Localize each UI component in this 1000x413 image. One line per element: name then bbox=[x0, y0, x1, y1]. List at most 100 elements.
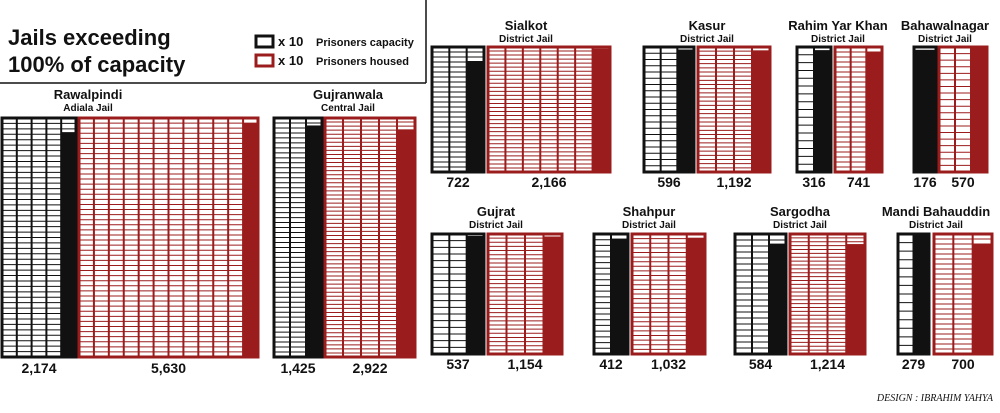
housed-fill-bar bbox=[397, 129, 415, 357]
housed-fill-bar bbox=[971, 47, 987, 172]
jail-name: Rahim Yar Khan bbox=[788, 18, 888, 33]
capacity-fill-bar bbox=[769, 243, 786, 354]
jail-name: Mandi Bahauddin bbox=[882, 204, 990, 219]
jail-subtitle: District Jail bbox=[469, 220, 523, 231]
housed-cell-rows bbox=[488, 237, 562, 351]
capacity-fill-bar bbox=[611, 238, 628, 354]
jail-name: Bahawalnagar bbox=[901, 18, 989, 33]
capacity-cell-rows bbox=[2, 122, 76, 353]
legend-swatch-housed bbox=[254, 53, 275, 68]
housed-fill-bar bbox=[846, 244, 865, 354]
capacity-cell-rows bbox=[432, 51, 484, 168]
jail-subtitle: District Jail bbox=[811, 34, 865, 45]
housed-fill-bar bbox=[866, 51, 882, 172]
capacity-cell-rows bbox=[274, 122, 322, 353]
housed-cell-rows bbox=[835, 51, 882, 168]
capacity-cell-rows bbox=[432, 240, 484, 348]
capacity-value-label: 596 bbox=[657, 174, 681, 190]
jail-subtitle: District Jail bbox=[773, 220, 827, 231]
jail-subtitle: Adiala Jail bbox=[63, 103, 113, 114]
housed-fill-bar bbox=[752, 50, 770, 173]
housed-fill-bar bbox=[543, 236, 562, 354]
housed-cell-rows bbox=[488, 50, 610, 169]
housed-value-label: 1,192 bbox=[716, 174, 751, 190]
housed-cell-rows bbox=[790, 237, 865, 351]
capacity-value-label: 279 bbox=[902, 356, 926, 372]
housed-value-label: 1,214 bbox=[810, 356, 845, 372]
capacity-value-label: 316 bbox=[802, 174, 826, 190]
jail-name: Kasur bbox=[689, 18, 726, 33]
jail-name: Gujranwala bbox=[313, 87, 384, 102]
housed-cell-rows bbox=[79, 122, 258, 353]
housed-value-label: 741 bbox=[847, 174, 871, 190]
jail-subtitle: District Jail bbox=[918, 34, 972, 45]
housed-cell-rows bbox=[934, 238, 992, 350]
jail-name: Sargodha bbox=[770, 204, 831, 219]
title-frame: Jails exceeding 100% of capacity bbox=[0, 0, 427, 84]
capacity-value-label: 2,174 bbox=[21, 360, 56, 376]
capacity-fill-bar bbox=[61, 132, 76, 357]
housed-fill-bar bbox=[243, 123, 258, 357]
housed-value-label: 1,154 bbox=[507, 356, 542, 372]
title-line-1: Jails exceeding bbox=[8, 25, 171, 50]
capacity-fill-bar bbox=[814, 50, 831, 172]
capacity-value-label: 537 bbox=[446, 356, 470, 372]
capacity-fill-bar bbox=[306, 125, 322, 357]
jail-subtitle: District Jail bbox=[499, 34, 553, 45]
jail-name: Rawalpindi bbox=[54, 87, 123, 102]
housed-value-label: 1,032 bbox=[651, 356, 686, 372]
capacity-value-label: 412 bbox=[599, 356, 623, 372]
capacity-fill-bar bbox=[466, 61, 484, 172]
jail-subtitle: District Jail bbox=[680, 34, 734, 45]
legend-label-housed: Prisoners housed bbox=[316, 56, 409, 68]
legend-multiplier-housed: x 10 bbox=[278, 53, 303, 68]
capacity-cell-rows bbox=[644, 52, 694, 167]
housed-cell-rows bbox=[698, 50, 770, 169]
capacity-value-label: 176 bbox=[913, 174, 937, 190]
capacity-value-label: 722 bbox=[446, 174, 470, 190]
design-credit: DESIGN : IBRAHIM YAHYA bbox=[876, 393, 994, 404]
title-line-2: 100% of capacity bbox=[8, 52, 186, 77]
jail-subtitle: District Jail bbox=[622, 220, 676, 231]
housed-value-label: 2,922 bbox=[352, 360, 387, 376]
jail-name: Gujrat bbox=[477, 204, 516, 219]
capacity-value-label: 584 bbox=[749, 356, 773, 372]
capacity-fill-bar bbox=[914, 49, 936, 172]
housed-value-label: 5,630 bbox=[151, 360, 186, 376]
housed-value-label: 700 bbox=[951, 356, 975, 372]
housed-value-label: 570 bbox=[951, 174, 975, 190]
housed-fill-bar bbox=[592, 48, 610, 173]
housed-fill-bar bbox=[972, 244, 992, 354]
capacity-fill-bar bbox=[677, 49, 694, 172]
legend: x 10 Prisoners capacity x 10 Prisoners h… bbox=[254, 34, 415, 68]
legend-swatch-capacity bbox=[254, 34, 275, 49]
housed-fill-bar bbox=[686, 237, 705, 354]
capacity-fill-bar bbox=[466, 236, 484, 354]
jail-name: Sialkot bbox=[505, 18, 548, 33]
housed-cell-rows bbox=[939, 53, 987, 166]
capacity-cell-rows bbox=[735, 239, 786, 349]
jail-subtitle: Central Jail bbox=[321, 103, 375, 114]
housed-frame bbox=[486, 45, 612, 174]
housed-cell-rows bbox=[632, 238, 705, 350]
housed-value-label: 2,166 bbox=[531, 174, 566, 190]
legend-label-capacity: Prisoners capacity bbox=[316, 37, 415, 49]
housed-cell-rows bbox=[325, 121, 415, 354]
capacity-fill-bar bbox=[913, 234, 929, 354]
jail-subtitle: District Jail bbox=[909, 220, 963, 231]
jail-name: Shahpur bbox=[623, 204, 676, 219]
legend-multiplier-capacity: x 10 bbox=[278, 34, 303, 49]
